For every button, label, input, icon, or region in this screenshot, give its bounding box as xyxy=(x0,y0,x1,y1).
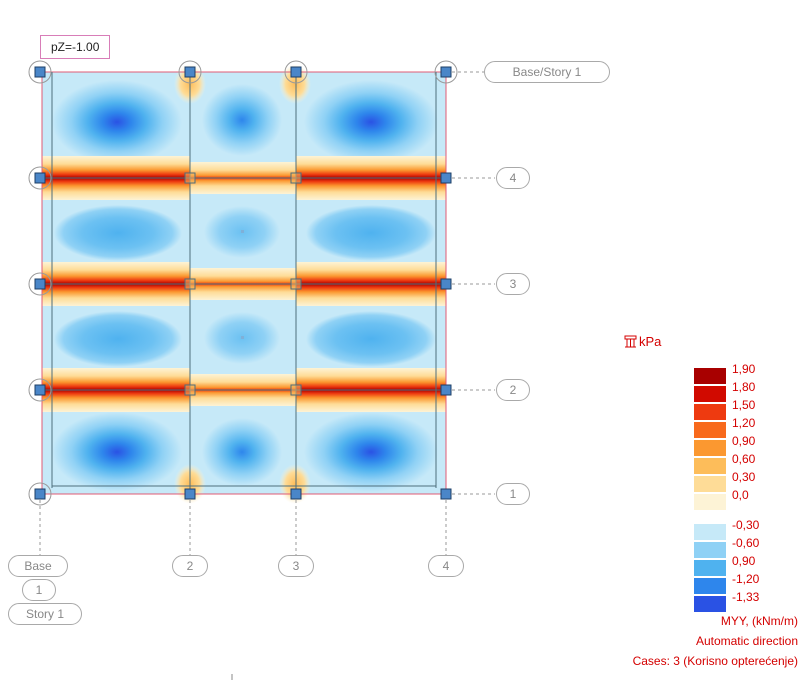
legend-direction: Automatic direction xyxy=(695,634,798,648)
legend-swatch xyxy=(694,560,726,576)
legend-value: 0,30 xyxy=(732,470,756,484)
result-legend: kPa 1,90 1,80 1,50 1,20 0,90 0,60 0,30 0,0 -0,30… xyxy=(560,330,802,675)
support-node[interactable] xyxy=(290,278,302,290)
legend-swatch xyxy=(694,368,726,384)
support-node[interactable] xyxy=(434,60,458,84)
legend-value: -1,20 xyxy=(732,572,760,586)
support-node[interactable] xyxy=(440,488,452,500)
support-node[interactable] xyxy=(284,60,308,84)
load-icon xyxy=(624,335,637,348)
axis-bubble-bottom-1[interactable]: 1 xyxy=(22,579,56,601)
axis-bubble-right-4[interactable]: 4 xyxy=(496,167,530,189)
support-node[interactable] xyxy=(28,482,52,506)
legend-swatch xyxy=(694,494,726,510)
legend-value: 1,80 xyxy=(732,380,756,394)
axis-bubble-bottom-2[interactable]: 2 xyxy=(172,555,208,577)
support-node[interactable] xyxy=(28,378,52,402)
negative-moment-regions xyxy=(52,80,438,492)
legend-value: 0,90 xyxy=(732,434,756,448)
axis-bubble-bottom-story[interactable]: Story 1 xyxy=(8,603,82,625)
axis-bubble-right-2[interactable]: 2 xyxy=(496,379,530,401)
legend-value: -0,60 xyxy=(732,536,760,550)
support-node[interactable] xyxy=(184,384,196,396)
axis-bubble-top-right[interactable]: Base/Story 1 xyxy=(484,61,610,83)
axis-bubble-right-3[interactable]: 3 xyxy=(496,273,530,295)
axis-bubble-bottom-4[interactable]: 4 xyxy=(428,555,464,577)
support-node[interactable] xyxy=(290,172,302,184)
axis-extension-lines xyxy=(39,71,495,555)
support-node[interactable] xyxy=(290,384,302,396)
legend-swatch xyxy=(694,578,726,594)
legend-quantity: MYY, (kNm/m) xyxy=(720,614,798,628)
load-label: pZ=-1.00 xyxy=(40,35,111,59)
legend-cases: Cases: 3 (Korisno opterećenje) xyxy=(632,654,798,668)
legend-swatch xyxy=(694,524,726,540)
legend-swatch xyxy=(694,386,726,402)
legend-swatch xyxy=(694,596,726,612)
support-node[interactable] xyxy=(290,488,302,500)
legend-unit: kPa xyxy=(624,334,661,349)
legend-value: 0,0 xyxy=(732,488,749,502)
legend-value: 1,20 xyxy=(732,416,756,430)
legend-swatch xyxy=(694,476,726,492)
axis-bubble-bottom-3[interactable]: 3 xyxy=(278,555,314,577)
legend-value: 0,60 xyxy=(732,452,756,466)
legend-swatch xyxy=(694,404,726,420)
support-node[interactable] xyxy=(184,172,196,184)
panel-center-markers xyxy=(241,230,244,339)
support-node[interactable] xyxy=(28,166,52,190)
support-node[interactable] xyxy=(178,60,202,84)
legend-swatch xyxy=(694,542,726,558)
legend-value: 1,90 xyxy=(732,362,756,376)
column-supports[interactable] xyxy=(28,60,458,506)
support-node[interactable] xyxy=(28,60,52,84)
support-node[interactable] xyxy=(440,172,452,184)
legend-swatch xyxy=(694,422,726,438)
support-node[interactable] xyxy=(28,272,52,296)
legend-swatch xyxy=(694,440,726,456)
support-node[interactable] xyxy=(440,384,452,396)
support-node[interactable] xyxy=(184,488,196,500)
legend-value: -0,30 xyxy=(732,518,760,532)
legend-swatch xyxy=(694,458,726,474)
legend-value: 0,90 xyxy=(732,554,756,568)
support-node[interactable] xyxy=(440,278,452,290)
legend-value: -1,33 xyxy=(732,590,760,604)
axis-bubble-right-1[interactable]: 1 xyxy=(496,483,530,505)
legend-unit-label: kPa xyxy=(639,334,662,349)
axis-bubble-bottom-base[interactable]: Base xyxy=(8,555,68,577)
support-node[interactable] xyxy=(184,278,196,290)
legend-value: 1,50 xyxy=(732,398,756,412)
